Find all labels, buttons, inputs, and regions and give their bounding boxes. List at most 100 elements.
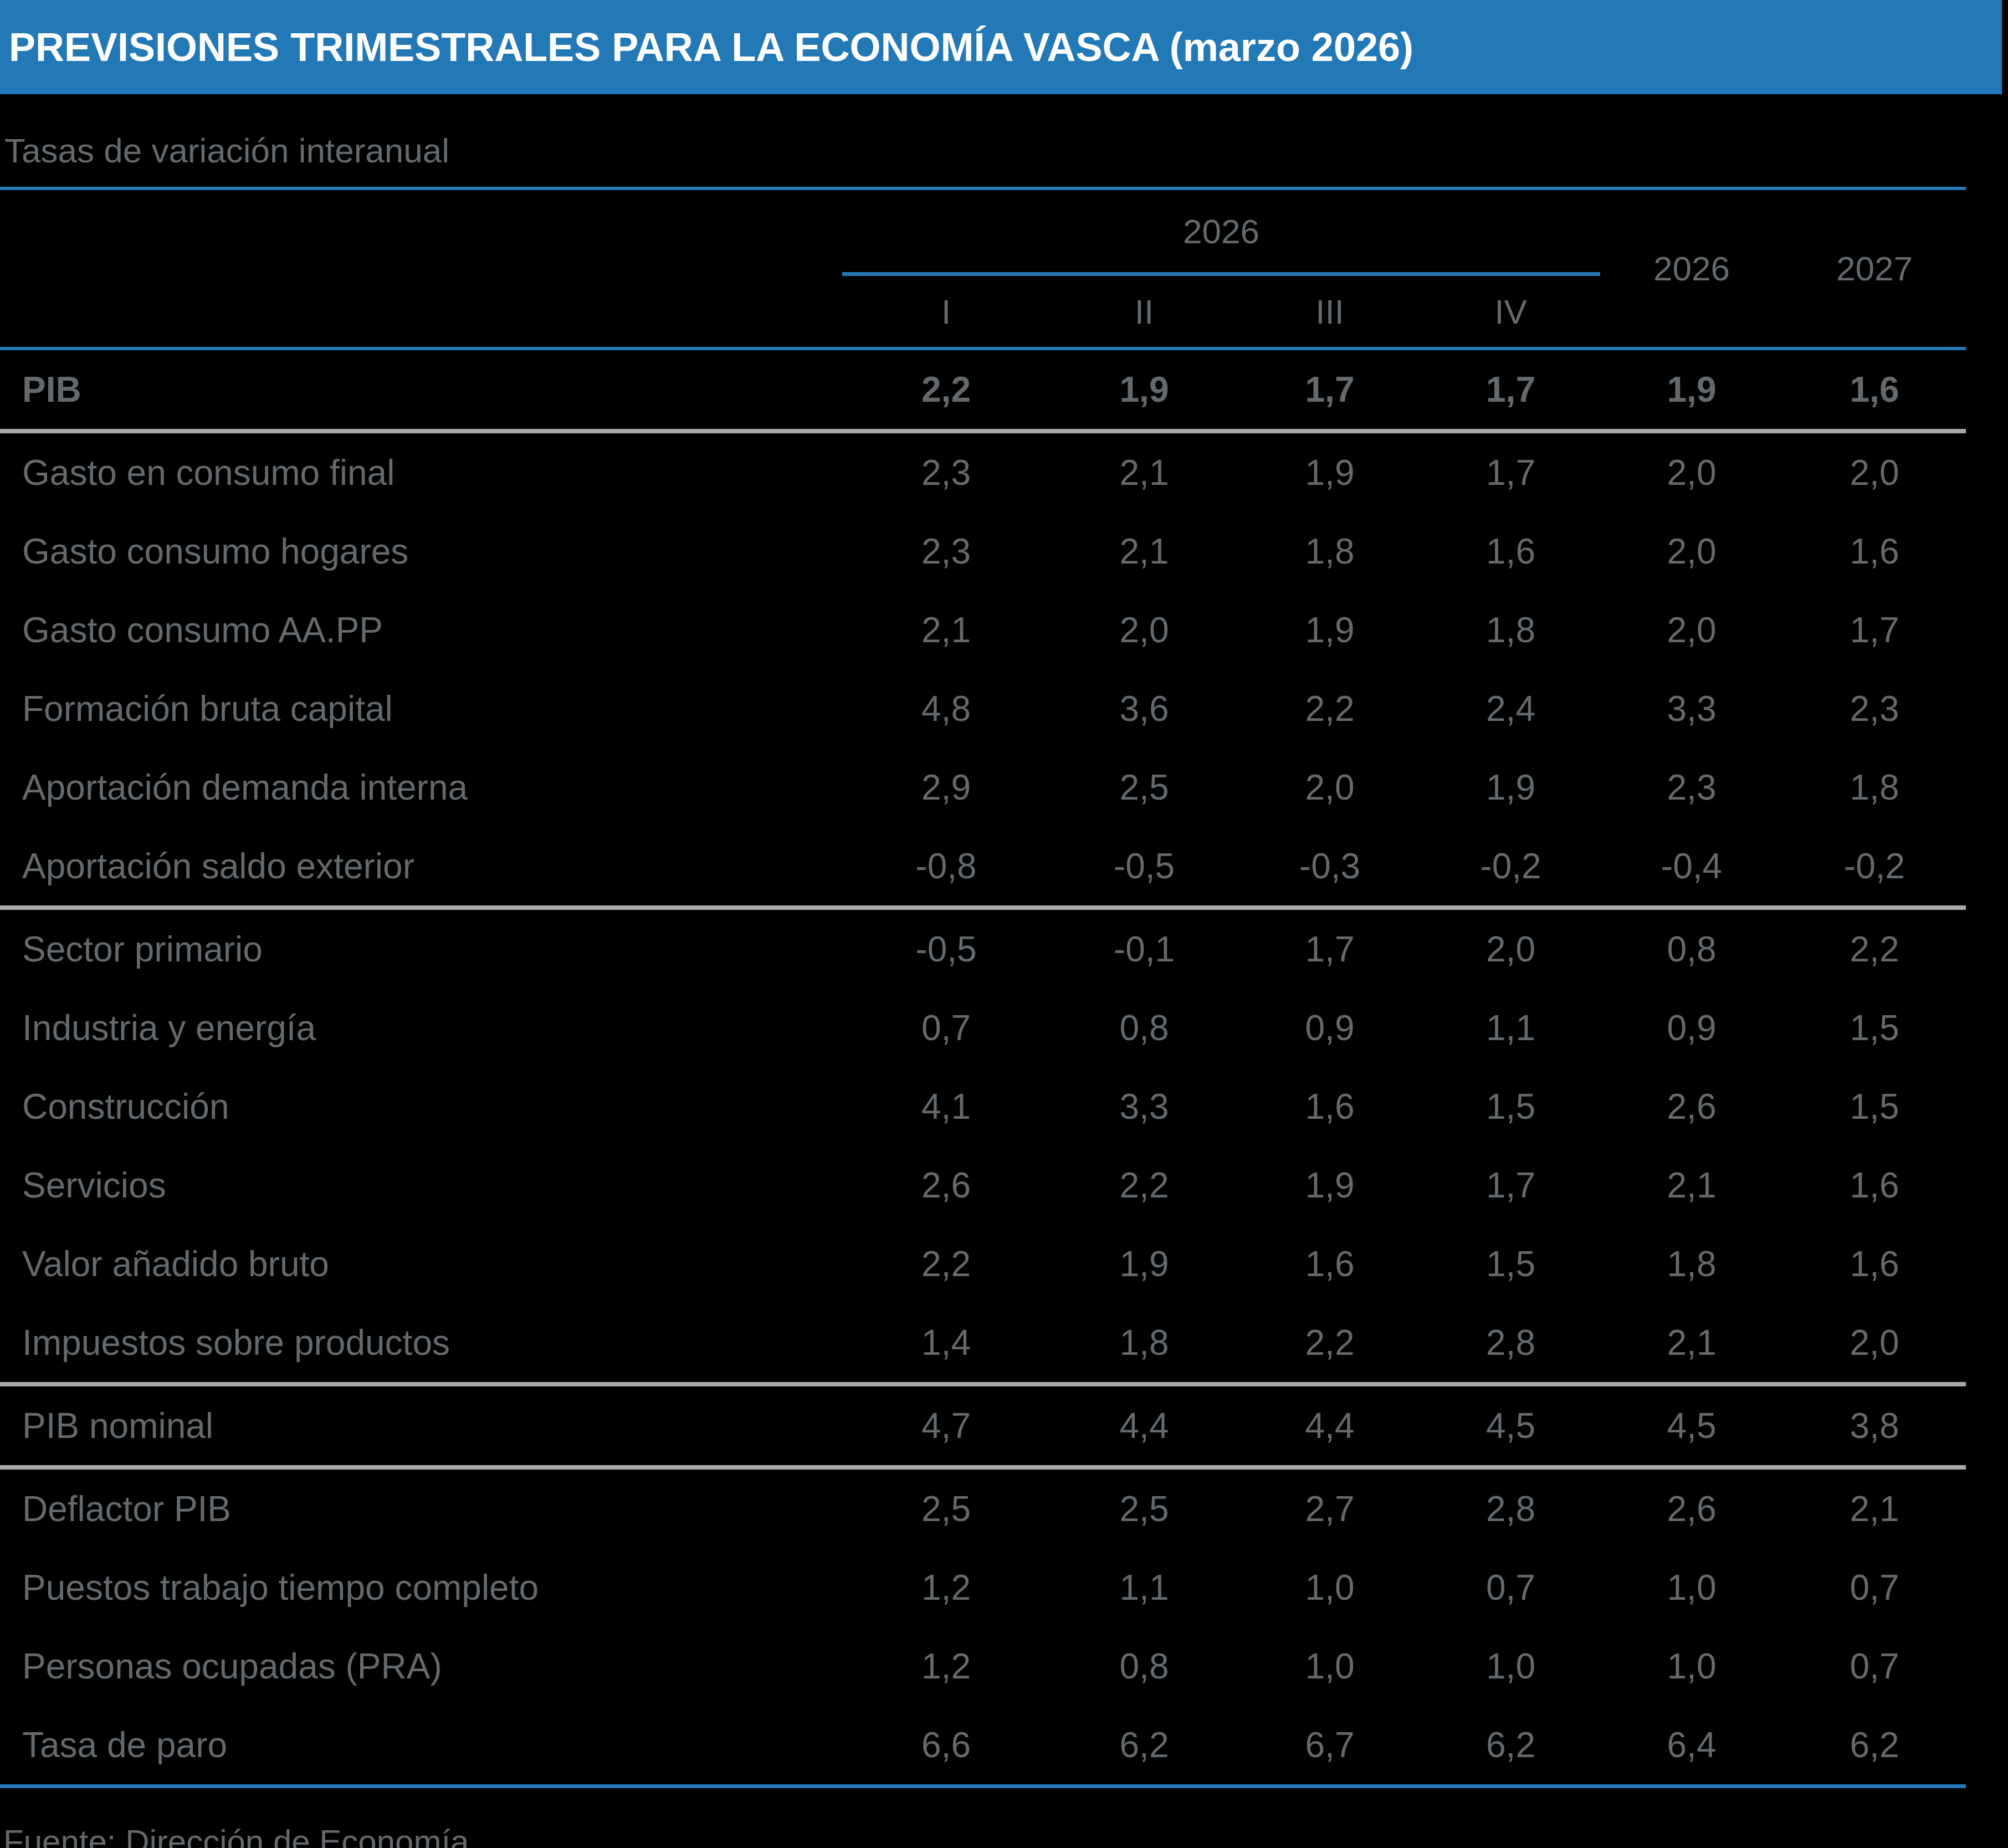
table-cell: 1,8 — [1421, 591, 1600, 669]
table-cell: 1,9 — [1238, 1146, 1421, 1225]
table-cell: 0,8 — [1050, 989, 1238, 1067]
table-cell: 2,2 — [1238, 1303, 1421, 1384]
table-cell: -0,3 — [1238, 827, 1421, 908]
table-cell: 2,8 — [1421, 1303, 1600, 1384]
table-cell: 4,8 — [842, 669, 1050, 748]
table-cell: 4,7 — [842, 1384, 1050, 1467]
table-cell: 1,0 — [1600, 1627, 1783, 1706]
table-cell: 2,2 — [1783, 908, 1966, 989]
table-cell: 2,3 — [1600, 748, 1783, 827]
table-cell: 4,4 — [1238, 1384, 1421, 1467]
table-cell: 2,3 — [842, 431, 1050, 512]
table-cell: 1,4 — [842, 1303, 1050, 1384]
table-cell: 2,2 — [1050, 1146, 1238, 1225]
table-row: Valor añadido bruto2,21,91,61,51,81,6 — [0, 1225, 1966, 1303]
table-cell: 1,6 — [1783, 512, 1966, 591]
source-note: Fuente: Dirección de Economía. — [3, 1823, 2008, 1848]
table-cell: 1,9 — [1238, 431, 1421, 512]
table-cell: 1,7 — [1421, 349, 1600, 431]
table-cell: 6,4 — [1600, 1706, 1783, 1786]
page-title: PREVISIONES TRIMESTRALES PARA LA ECONOMÍ… — [9, 24, 1413, 70]
row-label: Gasto en consumo final — [0, 431, 842, 512]
table-cell: 2,4 — [1421, 669, 1600, 748]
table-cell: 2,1 — [1783, 1467, 1966, 1548]
table-cell: 1,5 — [1783, 1067, 1966, 1146]
table-cell: 1,6 — [1783, 1146, 1966, 1225]
table-row: PIB2,21,91,71,71,91,6 — [0, 349, 1966, 431]
table-row: Aportación demanda interna2,92,52,01,92,… — [0, 748, 1966, 827]
header-corner-cell — [0, 190, 842, 274]
table-row: Formación bruta capital4,83,62,22,43,32,… — [0, 669, 1966, 748]
table-cell: 2,0 — [1783, 1303, 1966, 1384]
table-subtitle: Tasas de variación interanual — [0, 131, 1966, 187]
table-row: Tasa de paro6,66,26,76,26,46,2 — [0, 1706, 1966, 1786]
row-label: Personas ocupadas (PRA) — [0, 1627, 842, 1706]
table-cell: 2,6 — [842, 1146, 1050, 1225]
table-cell: 4,4 — [1050, 1384, 1238, 1467]
table-cell: -0,8 — [842, 827, 1050, 908]
title-bar: PREVISIONES TRIMESTRALES PARA LA ECONOMÍ… — [0, 0, 2002, 94]
quarter-header-iii: III — [1238, 274, 1421, 349]
table-cell: -0,5 — [842, 908, 1050, 989]
table-cell: 2,1 — [1600, 1146, 1783, 1225]
forecast-table: 2026 2026 2027 I II III IV PIB2,21,91,71… — [0, 190, 1966, 1788]
table-cell: 1,9 — [1050, 349, 1238, 431]
table-cell: 0,7 — [1783, 1548, 1966, 1627]
table-cell: 1,0 — [1421, 1627, 1600, 1706]
table-cell: 1,8 — [1238, 512, 1421, 591]
table-cell: 3,8 — [1783, 1384, 1966, 1467]
table-cell: 6,2 — [1421, 1706, 1600, 1786]
quarter-group-year-header: 2026 — [842, 190, 1600, 274]
table-cell: 0,7 — [1421, 1548, 1600, 1627]
table-cell: 1,8 — [1050, 1303, 1238, 1384]
row-label: Gasto consumo hogares — [0, 512, 842, 591]
table-cell: 6,2 — [1783, 1706, 1966, 1786]
row-label: PIB — [0, 349, 842, 431]
table-cell: 0,7 — [842, 989, 1050, 1067]
table-cell: 1,6 — [1783, 349, 1966, 431]
row-label: Impuestos sobre productos — [0, 1303, 842, 1384]
table-cell: 1,0 — [1600, 1548, 1783, 1627]
table-cell: 1,9 — [1600, 349, 1783, 431]
table-cell: 1,5 — [1421, 1225, 1600, 1303]
table-cell: -0,2 — [1421, 827, 1600, 908]
table-cell: 1,5 — [1421, 1067, 1600, 1146]
table-cell: 3,6 — [1050, 669, 1238, 748]
table-cell: 0,7 — [1783, 1627, 1966, 1706]
table-cell: 1,8 — [1600, 1225, 1783, 1303]
table-cell: 1,1 — [1050, 1548, 1238, 1627]
row-label: Tasa de paro — [0, 1706, 842, 1786]
table-row: Gasto consumo hogares2,32,11,81,62,01,6 — [0, 512, 1966, 591]
row-label: PIB nominal — [0, 1384, 842, 1467]
row-label: Valor añadido bruto — [0, 1225, 842, 1303]
table-cell: 1,0 — [1238, 1548, 1421, 1627]
quarter-header-ii: II — [1050, 274, 1238, 349]
table-row: Gasto en consumo final2,32,11,91,72,02,0 — [0, 431, 1966, 512]
table-cell: 4,1 — [842, 1067, 1050, 1146]
table-cell: 2,2 — [842, 1225, 1050, 1303]
table-row: PIB nominal4,74,44,44,54,53,8 — [0, 1384, 1966, 1467]
table-row: Puestos trabajo tiempo completo1,21,11,0… — [0, 1548, 1966, 1627]
table-cell: 1,6 — [1238, 1225, 1421, 1303]
table-cell: 2,3 — [842, 512, 1050, 591]
table-cell: 4,5 — [1600, 1384, 1783, 1467]
table-cell: 2,9 — [842, 748, 1050, 827]
table-cell: 2,0 — [1600, 591, 1783, 669]
table-cell: 1,9 — [1238, 591, 1421, 669]
row-label: Servicios — [0, 1146, 842, 1225]
table-cell: 2,0 — [1421, 908, 1600, 989]
table-row: Deflactor PIB2,52,52,72,82,62,1 — [0, 1467, 1966, 1548]
table-body: PIB2,21,91,71,71,91,6Gasto en consumo fi… — [0, 349, 1966, 1786]
table-cell: 6,2 — [1050, 1706, 1238, 1786]
table-cell: 0,9 — [1238, 989, 1421, 1067]
header-corner-cell — [0, 274, 842, 349]
table-cell: 2,6 — [1600, 1467, 1783, 1548]
table-row: Construcción4,13,31,61,52,61,5 — [0, 1067, 1966, 1146]
table-cell: 2,1 — [842, 591, 1050, 669]
table-cell: 1,1 — [1421, 989, 1600, 1067]
table-cell: 6,6 — [842, 1706, 1050, 1786]
subtitle-section: Tasas de variación interanual — [0, 131, 1966, 190]
table-row: Industria y energía0,70,80,91,10,91,5 — [0, 989, 1966, 1067]
table-cell: 0,9 — [1600, 989, 1783, 1067]
table-cell: 2,1 — [1600, 1303, 1783, 1384]
